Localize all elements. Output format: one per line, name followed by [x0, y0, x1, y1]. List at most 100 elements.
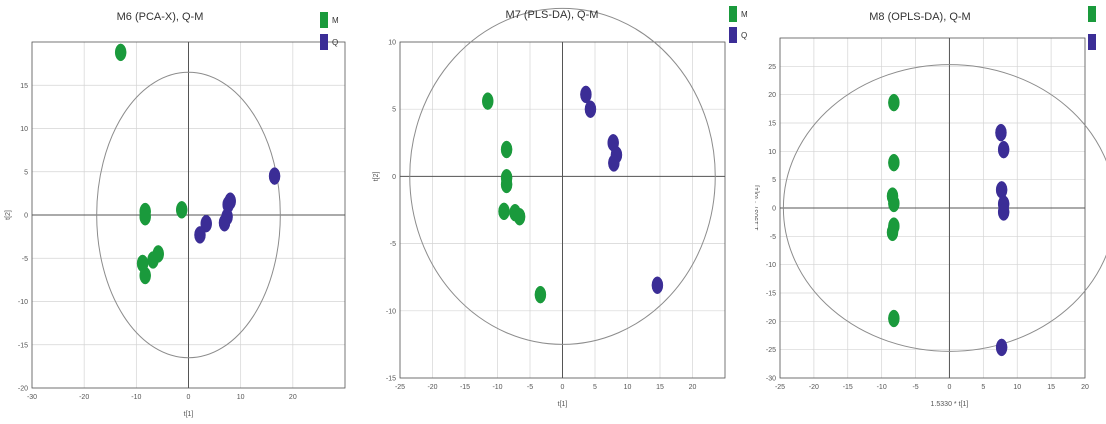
- y-tick-label: -10: [386, 308, 396, 315]
- x-tick-label: -5: [527, 384, 533, 391]
- x-tick-label: -25: [775, 384, 785, 391]
- x-tick-label: -15: [460, 384, 470, 391]
- x-tick-label: 0: [947, 384, 951, 391]
- data-point-m: [886, 223, 899, 242]
- plsda-score-plot: -25 -20 -15 -10 -5 0 5 10 15 20 -15 -10 -5 0 5 10 M7 (PL…: [370, 0, 750, 424]
- x-tick-label: -5: [912, 384, 918, 391]
- y-tick-label: -15: [386, 376, 396, 383]
- x-axis-label: t[1]: [558, 401, 568, 408]
- plsda-score-plot-svg: -25 -20 -15 -10 -5 0 5 10 15 20 -15 -10 -5 0 5 10 M7 (PL…: [373, 6, 748, 408]
- x-tick-label: 10: [237, 394, 245, 401]
- data-point-m: [534, 285, 547, 304]
- y-tick-label: -20: [18, 386, 28, 393]
- x-tick-label: -10: [492, 384, 502, 391]
- data-point-m: [888, 309, 900, 328]
- y-axis-label: 1.19037 * to[1]: [755, 185, 760, 231]
- x-tick-label: 10: [1013, 384, 1021, 391]
- oplsda-score-plot-svg: -25 -20 -15 -10 -5 0 5 10 15 20-30-25-20-15-10-50…: [755, 6, 1106, 408]
- x-tick-label: -10: [877, 384, 887, 391]
- y-tick-label: 0: [24, 213, 28, 220]
- y-tick-label: 10: [768, 149, 776, 156]
- chart-title: M6 (PCA-X), Q-M: [117, 11, 204, 23]
- x-tick-label: -20: [809, 384, 819, 391]
- y-tick-label: 20: [768, 92, 776, 99]
- x-tick-label: 10: [624, 384, 632, 391]
- y-tick-label: -5: [770, 234, 776, 241]
- hotelling-ellipse: [96, 71, 281, 359]
- y-tick-label: 5: [772, 177, 776, 184]
- data-point-m: [175, 201, 188, 219]
- data-point-m: [888, 153, 900, 172]
- data-point-m: [114, 43, 127, 62]
- hotelling-ellipse: [782, 64, 1106, 352]
- data-point-q: [584, 100, 597, 118]
- legend-label: M: [332, 16, 339, 25]
- data-point-q: [995, 123, 1007, 142]
- data-point-m: [498, 202, 510, 221]
- y-tick-label: 5: [392, 107, 396, 114]
- data-point-q: [997, 140, 1010, 159]
- chart-title: M8 (OPLS-DA), Q-M: [869, 11, 970, 23]
- data-point-q: [995, 338, 1008, 357]
- x-tick-label: -10: [131, 394, 141, 401]
- pca-score-plot: -30 -20 -10 0 10 20 -20 -15 -10 -5 0 5 10 15 M6 (PCA-X…: [0, 0, 350, 424]
- data-point-m: [888, 93, 900, 112]
- y-tick-label: -20: [766, 319, 776, 326]
- legend-label: Q: [332, 38, 338, 47]
- x-tick-label: 5: [593, 384, 597, 391]
- y-tick-label: -10: [766, 262, 776, 269]
- legend-swatch-q: [729, 27, 737, 43]
- y-axis-label: t[2]: [5, 210, 12, 220]
- x-tick-label: -20: [79, 394, 89, 401]
- y-tick-label: 10: [388, 40, 396, 47]
- data-point-q: [997, 203, 1010, 221]
- y-tick-label: -25: [766, 347, 776, 354]
- legend-swatch-q: [1088, 34, 1096, 50]
- y-tick-label: -15: [18, 342, 28, 349]
- y-tick-label: 25: [768, 64, 776, 71]
- data-point-m: [500, 140, 513, 159]
- data-point-m: [500, 175, 513, 194]
- legend-swatch-q: [320, 34, 328, 50]
- data-point-m: [139, 207, 151, 226]
- y-tick-label: 5: [24, 169, 28, 176]
- y-tick-label: -5: [390, 241, 396, 248]
- x-axis-label: 1.5330 * t[1]: [931, 401, 969, 408]
- y-tick-label: 10: [20, 126, 28, 133]
- y-tick-label: 0: [772, 206, 776, 213]
- x-tick-label: -30: [27, 394, 37, 401]
- x-tick-label: 15: [656, 384, 664, 391]
- x-tick-label: 5: [981, 384, 985, 391]
- y-tick-label: 0: [392, 174, 396, 181]
- data-point-q: [218, 214, 231, 232]
- data-point-q: [268, 167, 281, 185]
- legend-swatch-m: [320, 12, 328, 28]
- y-tick-label: 15: [20, 83, 28, 90]
- data-point-m: [482, 92, 494, 110]
- y-tick-label: 15: [768, 121, 776, 128]
- data-point-q: [194, 226, 206, 244]
- x-tick-label: -15: [843, 384, 853, 391]
- x-tick-label: 20: [689, 384, 697, 391]
- data-point-m: [888, 194, 900, 213]
- x-tick-label: 20: [289, 394, 297, 401]
- x-tick-label: -20: [427, 384, 437, 391]
- x-tick-label: 15: [1047, 384, 1055, 391]
- y-axis-label: t[2]: [373, 171, 380, 181]
- data-point-q: [200, 214, 212, 233]
- y-tick-label: -15: [766, 291, 776, 298]
- legend-label: M: [741, 10, 748, 19]
- y-tick-label: -30: [766, 376, 776, 383]
- hotelling-ellipse: [409, 7, 716, 345]
- data-point-m: [147, 251, 159, 269]
- data-point-m: [139, 266, 151, 285]
- legend-label: Q: [741, 31, 747, 40]
- data-point-q: [651, 276, 664, 295]
- x-tick-label: -25: [395, 384, 405, 391]
- x-tick-label: 0: [561, 384, 565, 391]
- legend-swatch-m: [729, 6, 737, 22]
- y-tick-label: -5: [22, 256, 28, 263]
- x-tick-label: 20: [1081, 384, 1089, 391]
- data-point-q: [608, 154, 620, 172]
